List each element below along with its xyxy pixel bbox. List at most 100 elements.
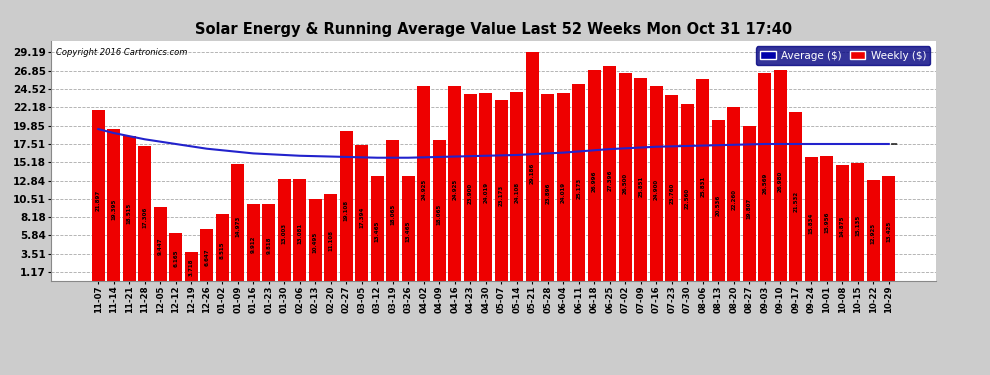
Text: 6.165: 6.165 bbox=[173, 250, 178, 267]
Text: 9.818: 9.818 bbox=[266, 236, 271, 254]
Text: 29.186: 29.186 bbox=[530, 163, 535, 184]
Bar bbox=[495, 99, 508, 281]
Text: 19.395: 19.395 bbox=[111, 199, 116, 220]
Text: 13.465: 13.465 bbox=[375, 221, 380, 242]
Bar bbox=[153, 207, 167, 281]
Text: 25.173: 25.173 bbox=[576, 178, 581, 199]
Text: 23.173: 23.173 bbox=[499, 185, 504, 207]
Bar bbox=[169, 233, 182, 281]
Text: 23.896: 23.896 bbox=[545, 183, 550, 204]
Bar bbox=[774, 70, 787, 281]
Text: 9.447: 9.447 bbox=[157, 238, 162, 255]
Bar bbox=[556, 93, 570, 281]
Bar bbox=[139, 146, 151, 281]
Text: 26.996: 26.996 bbox=[592, 171, 597, 192]
Text: Copyright 2016 Cartronics.com: Copyright 2016 Cartronics.com bbox=[55, 48, 187, 57]
Text: 17.306: 17.306 bbox=[143, 207, 148, 228]
Bar bbox=[123, 136, 136, 281]
Text: 22.260: 22.260 bbox=[732, 189, 737, 210]
Text: 24.019: 24.019 bbox=[560, 182, 565, 203]
Bar bbox=[542, 94, 554, 281]
Text: 11.108: 11.108 bbox=[329, 230, 334, 251]
Bar bbox=[510, 92, 524, 281]
Title: Solar Energy & Running Average Value Last 52 Weeks Mon Oct 31 17:40: Solar Energy & Running Average Value Las… bbox=[195, 22, 792, 37]
Text: 20.536: 20.536 bbox=[716, 195, 721, 216]
Bar bbox=[789, 112, 802, 281]
Bar bbox=[92, 110, 105, 281]
Text: 26.569: 26.569 bbox=[762, 172, 767, 194]
Text: 19.108: 19.108 bbox=[344, 200, 348, 221]
Bar bbox=[340, 131, 352, 281]
Bar bbox=[866, 180, 880, 281]
Text: 26.980: 26.980 bbox=[778, 171, 783, 192]
Bar bbox=[728, 106, 741, 281]
Bar bbox=[836, 165, 848, 281]
Text: 21.532: 21.532 bbox=[793, 191, 798, 213]
Bar bbox=[386, 140, 399, 281]
Text: 15.834: 15.834 bbox=[809, 212, 814, 234]
Text: 15.956: 15.956 bbox=[825, 212, 830, 233]
Bar bbox=[355, 145, 368, 281]
Bar bbox=[820, 156, 834, 281]
Bar bbox=[463, 94, 477, 281]
Text: 25.851: 25.851 bbox=[639, 176, 644, 196]
Text: 13.465: 13.465 bbox=[406, 221, 411, 242]
Text: 9.912: 9.912 bbox=[250, 236, 255, 254]
Bar bbox=[696, 79, 710, 281]
Text: 26.500: 26.500 bbox=[623, 173, 628, 194]
Bar bbox=[758, 73, 771, 281]
Text: 18.065: 18.065 bbox=[390, 204, 395, 225]
Bar bbox=[107, 129, 121, 281]
Text: 14.973: 14.973 bbox=[236, 215, 241, 237]
Bar bbox=[433, 140, 446, 281]
Bar bbox=[479, 93, 492, 281]
Bar bbox=[200, 229, 213, 281]
Text: 18.065: 18.065 bbox=[437, 204, 442, 225]
Legend: Average ($), Weekly ($): Average ($), Weekly ($) bbox=[756, 46, 931, 65]
Bar bbox=[232, 164, 245, 281]
Text: 6.647: 6.647 bbox=[204, 248, 209, 266]
Bar bbox=[262, 204, 275, 281]
Text: 8.515: 8.515 bbox=[220, 241, 225, 259]
Bar bbox=[185, 252, 198, 281]
Text: 13.425: 13.425 bbox=[886, 221, 891, 242]
Bar bbox=[370, 176, 384, 281]
Text: 18.515: 18.515 bbox=[127, 202, 132, 223]
Bar bbox=[588, 69, 601, 281]
Text: 17.394: 17.394 bbox=[359, 207, 364, 228]
Bar bbox=[619, 74, 632, 281]
Text: 15.135: 15.135 bbox=[855, 215, 860, 236]
Bar bbox=[402, 176, 415, 281]
Bar bbox=[805, 157, 818, 281]
Text: 13.003: 13.003 bbox=[282, 223, 287, 244]
Text: 27.396: 27.396 bbox=[607, 170, 612, 191]
Bar bbox=[882, 176, 895, 281]
Bar bbox=[216, 214, 229, 281]
Bar bbox=[851, 162, 864, 281]
Bar bbox=[526, 53, 539, 281]
Bar bbox=[324, 194, 338, 281]
Text: 24.925: 24.925 bbox=[422, 179, 427, 200]
Text: 23.900: 23.900 bbox=[467, 183, 473, 204]
Text: 23.760: 23.760 bbox=[669, 183, 674, 204]
Text: 10.495: 10.495 bbox=[313, 232, 318, 253]
Bar bbox=[649, 86, 663, 281]
Text: 12.925: 12.925 bbox=[871, 223, 876, 244]
Bar bbox=[665, 95, 678, 281]
Bar bbox=[742, 126, 755, 281]
Bar bbox=[712, 120, 725, 281]
Text: 19.807: 19.807 bbox=[746, 198, 751, 219]
Bar bbox=[293, 178, 306, 281]
Bar bbox=[309, 199, 322, 281]
Text: 24.108: 24.108 bbox=[514, 182, 520, 203]
Text: 3.718: 3.718 bbox=[189, 259, 194, 276]
Text: 21.897: 21.897 bbox=[96, 190, 101, 211]
Bar bbox=[572, 84, 585, 281]
Bar bbox=[635, 78, 647, 281]
Text: 25.831: 25.831 bbox=[700, 176, 705, 196]
Bar bbox=[448, 86, 461, 281]
Text: 22.560: 22.560 bbox=[685, 188, 690, 209]
Bar bbox=[247, 204, 259, 281]
Bar bbox=[417, 86, 431, 281]
Bar bbox=[277, 179, 291, 281]
